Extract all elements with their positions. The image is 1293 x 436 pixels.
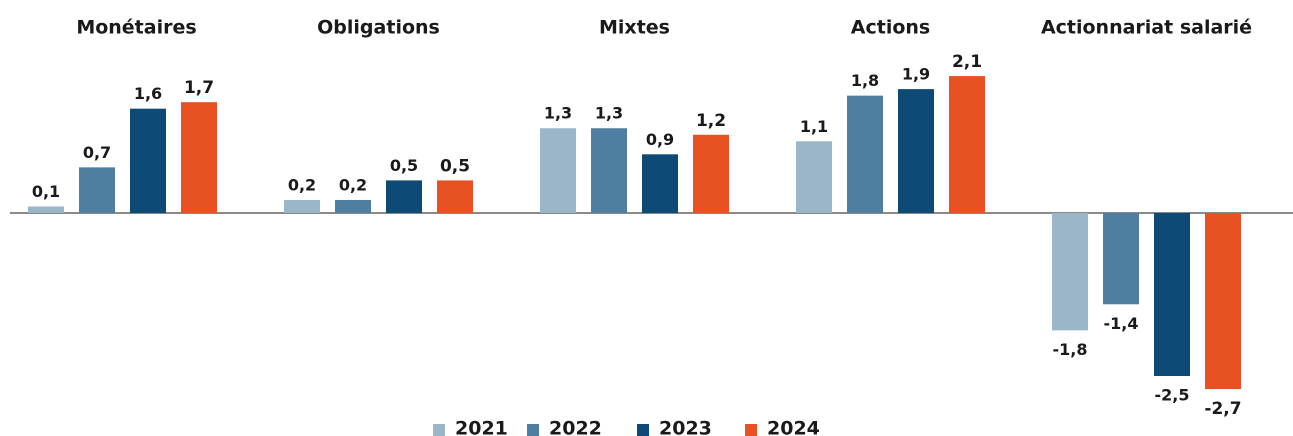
value-label: 0,2	[288, 175, 316, 194]
value-label: -2,7	[1204, 399, 1241, 419]
legend-swatch	[433, 424, 445, 436]
value-label: 0,2	[339, 175, 367, 194]
bar	[540, 128, 576, 213]
bar	[1154, 213, 1190, 376]
category-title: Actionnariat salarié	[1041, 17, 1252, 39]
value-label: -1,8	[1053, 340, 1088, 359]
bar	[949, 76, 985, 213]
value-label: 1,1	[800, 117, 828, 136]
legend-swatch	[745, 424, 757, 436]
value-label: 1,3	[544, 104, 572, 123]
category-title: Obligations	[317, 17, 440, 39]
bar	[591, 128, 627, 213]
bar	[130, 108, 166, 213]
bar	[796, 141, 832, 213]
bar	[28, 206, 64, 213]
bar	[437, 180, 473, 213]
bar	[847, 95, 883, 213]
bar	[335, 199, 371, 213]
bar	[1052, 213, 1088, 331]
legend-label: 2024	[767, 418, 820, 436]
value-label: 0,5	[390, 156, 418, 175]
bar	[642, 154, 678, 213]
bar	[284, 199, 320, 213]
category-title: Monétaires	[76, 17, 196, 39]
value-label: 1,3	[595, 104, 623, 123]
category-title: Mixtes	[599, 17, 670, 39]
bar	[181, 102, 217, 213]
bar	[693, 134, 729, 213]
bar	[1103, 213, 1139, 305]
value-label: 0,9	[646, 130, 674, 149]
value-label: 1,9	[902, 65, 930, 84]
bar	[1205, 213, 1241, 390]
value-label: -2,5	[1155, 386, 1190, 405]
legend-label: 2021	[455, 418, 508, 436]
value-label: 1,2	[696, 111, 726, 131]
value-label: 1,8	[851, 71, 879, 90]
value-label: 0,1	[32, 182, 60, 201]
legend-swatch	[637, 424, 649, 436]
value-label: 0,7	[83, 143, 111, 162]
value-label: 1,6	[134, 84, 162, 103]
legend-label: 2023	[659, 418, 712, 436]
value-label: 0,5	[440, 156, 470, 176]
value-label: 1,7	[184, 78, 214, 98]
bar	[386, 180, 422, 213]
value-label: -1,4	[1104, 314, 1139, 333]
legend-label: 2022	[549, 418, 602, 436]
bar	[898, 89, 934, 213]
legend-swatch	[527, 424, 539, 436]
category-title: Actions	[851, 17, 930, 39]
value-label: 2,1	[952, 52, 982, 72]
bar	[79, 167, 115, 213]
